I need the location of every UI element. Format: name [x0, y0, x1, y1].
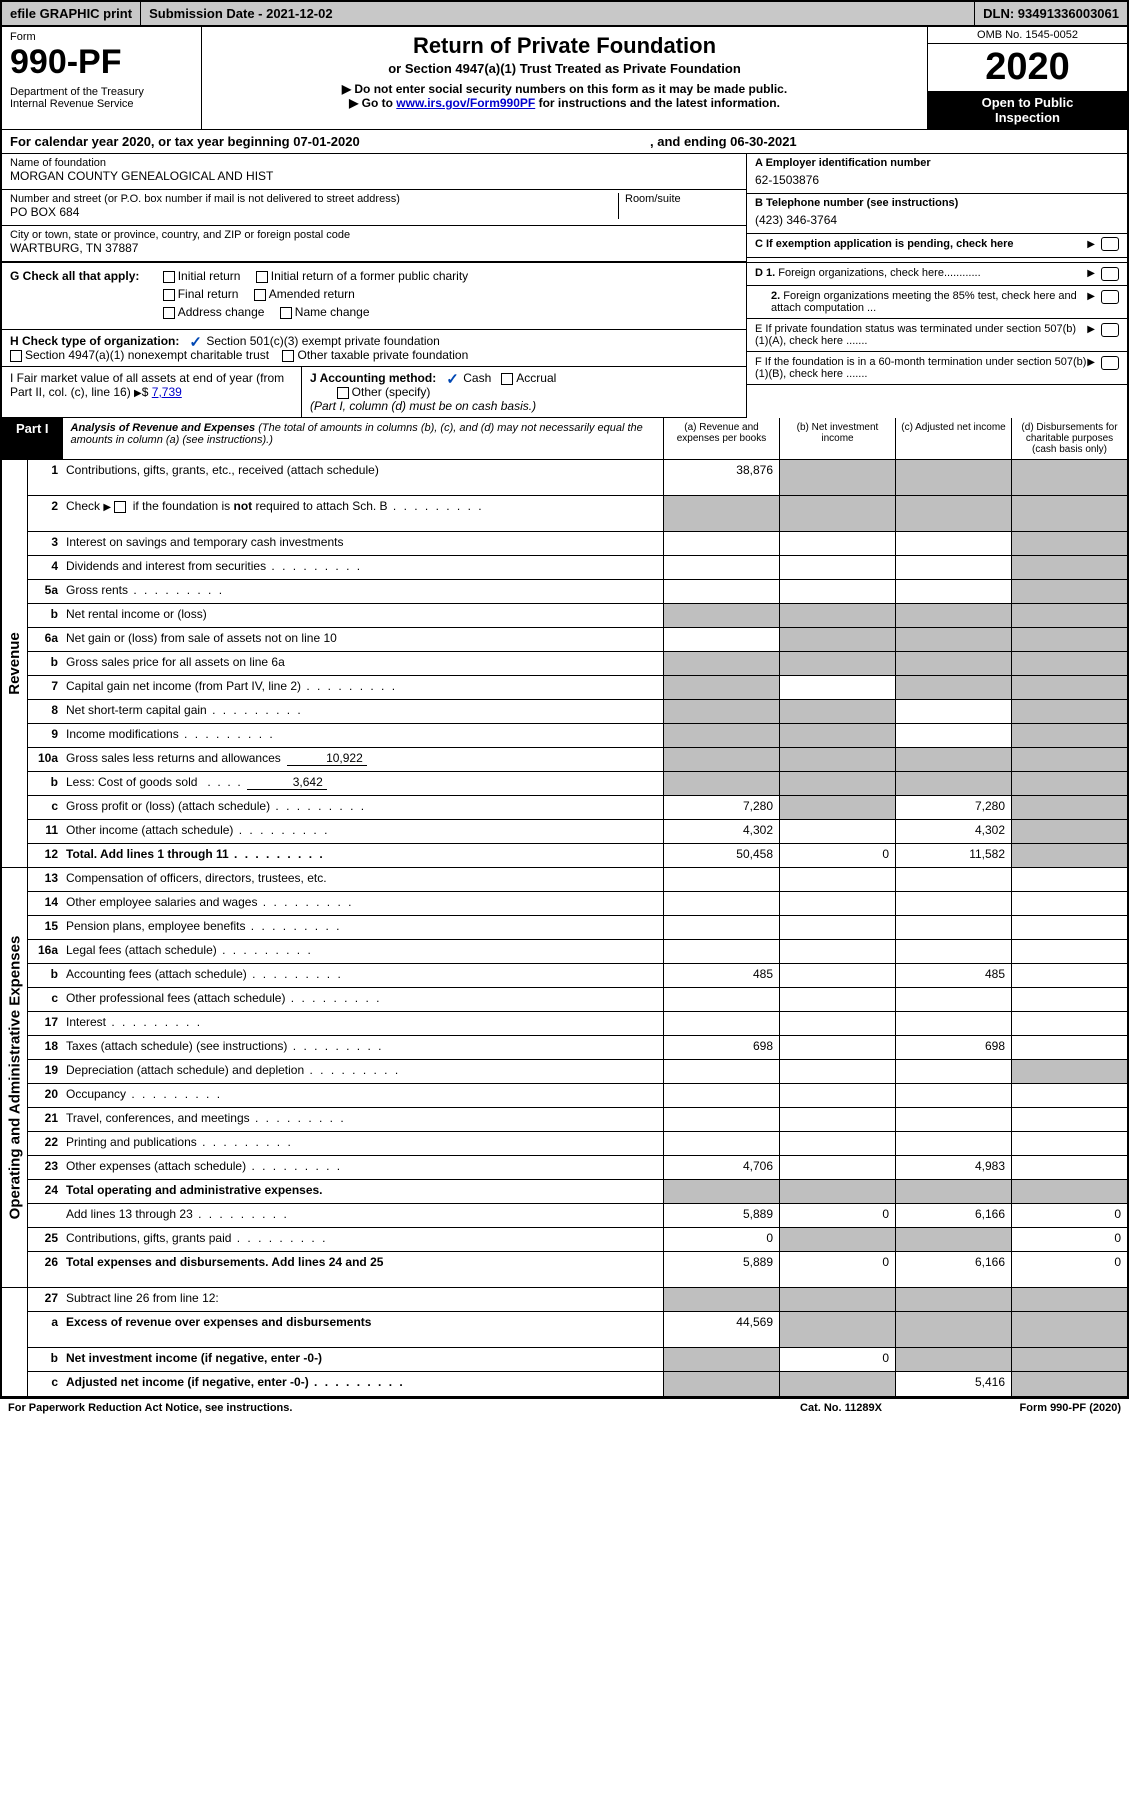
- arrow-icon: [1087, 356, 1095, 380]
- revenue-side-label: Revenue: [2, 460, 28, 868]
- form-number: 990-PF: [10, 43, 193, 82]
- f-checkbox[interactable]: [1101, 356, 1119, 370]
- h-row: H Check type of organization: Section 50…: [2, 330, 746, 367]
- j-cash-checkbox[interactable]: [446, 373, 460, 385]
- form-title: Return of Private Foundation: [210, 33, 919, 59]
- g-final-checkbox[interactable]: [163, 289, 175, 301]
- foundation-name: MORGAN COUNTY GENEALOGICAL AND HIST: [10, 169, 738, 183]
- checks-area: G Check all that apply: Initial return I…: [2, 263, 1127, 418]
- checks-right: D 1. Foreign organizations, check here..…: [747, 263, 1127, 418]
- revenue-section: Revenue 1Contributions, gifts, grants, e…: [2, 460, 1127, 868]
- form-ref: Form 990-PF (2020): [941, 1402, 1121, 1414]
- department: Department of the Treasury Internal Reve…: [10, 86, 193, 110]
- dln: DLN: 93491336003061: [975, 2, 1127, 25]
- col-b-header: (b) Net investment income: [779, 418, 895, 459]
- calendar-year-row: For calendar year 2020, or tax year begi…: [2, 130, 1127, 154]
- j-cell: J Accounting method: Cash Accrual Other …: [302, 367, 746, 417]
- g-initial-checkbox[interactable]: [163, 271, 175, 283]
- address-label: Number and street (or P.O. box number if…: [10, 193, 618, 205]
- part1-label: Part I: [2, 418, 63, 459]
- phone-label: B Telephone number (see instructions): [755, 197, 1119, 209]
- paperwork-notice: For Paperwork Reduction Act Notice, see …: [8, 1402, 741, 1414]
- checks-left: G Check all that apply: Initial return I…: [2, 263, 747, 418]
- address: PO BOX 684: [10, 205, 618, 219]
- fmv-link[interactable]: 7,739: [152, 385, 182, 399]
- h-4947-checkbox[interactable]: [10, 350, 22, 362]
- col-d-header: (d) Disbursements for charitable purpose…: [1011, 418, 1127, 459]
- arrow-icon: [1087, 267, 1095, 281]
- g-name-checkbox[interactable]: [280, 307, 292, 319]
- part1-desc: Analysis of Revenue and Expenses (The to…: [63, 418, 663, 459]
- g-row: G Check all that apply: Initial return I…: [2, 263, 746, 330]
- form-link[interactable]: www.irs.gov/Form990PF: [396, 96, 535, 110]
- form-word: Form: [10, 31, 193, 43]
- arrow-icon: [1087, 290, 1095, 314]
- h-other-checkbox[interactable]: [282, 350, 294, 362]
- name-label: Name of foundation: [10, 157, 738, 169]
- city-label: City or town, state or province, country…: [10, 229, 738, 241]
- expenses-rows: 13Compensation of officers, directors, t…: [28, 868, 1127, 1288]
- j-other-checkbox[interactable]: [337, 387, 349, 399]
- header-right: OMB No. 1545-0052 2020 Open to Public In…: [927, 27, 1127, 129]
- c-label: C If exemption application is pending, c…: [755, 238, 1087, 250]
- cat-number: Cat. No. 11289X: [741, 1402, 941, 1414]
- entity-section: Name of foundation MORGAN COUNTY GENEALO…: [2, 154, 1127, 263]
- form-header: Form 990-PF Department of the Treasury I…: [2, 27, 1127, 130]
- entity-left: Name of foundation MORGAN COUNTY GENEALO…: [2, 154, 747, 262]
- net-section: 27Subtract line 26 from line 12: aExcess…: [2, 1288, 1127, 1397]
- arrow-icon: [1087, 323, 1095, 347]
- part1-header-row: Part I Analysis of Revenue and Expenses …: [2, 418, 1127, 460]
- e-checkbox[interactable]: [1101, 323, 1119, 337]
- phone-value: (423) 346-3764: [755, 213, 1119, 227]
- arrow-icon: [1087, 238, 1095, 250]
- entity-right: A Employer identification number 62-1503…: [747, 154, 1127, 262]
- c-checkbox[interactable]: [1101, 237, 1119, 251]
- arrow-icon: [134, 385, 142, 399]
- ein-value: 62-1503876: [755, 173, 1119, 187]
- g-address-checkbox[interactable]: [163, 307, 175, 319]
- g-amended-checkbox[interactable]: [254, 289, 266, 301]
- ein-label: A Employer identification number: [755, 157, 1119, 169]
- h-501c3-checkbox[interactable]: [189, 336, 203, 348]
- j-accrual-checkbox[interactable]: [501, 373, 513, 385]
- link-note: ▶ Go to www.irs.gov/Form990PF for instru…: [210, 96, 919, 110]
- omb-number: OMB No. 1545-0052: [928, 27, 1127, 44]
- header-left: Form 990-PF Department of the Treasury I…: [2, 27, 202, 129]
- open-inspection: Open to Public Inspection: [928, 91, 1127, 129]
- form-subtitle: or Section 4947(a)(1) Trust Treated as P…: [210, 61, 919, 76]
- i-cell: I Fair market value of all assets at end…: [2, 367, 302, 417]
- submission-date: Submission Date - 2021-12-02: [141, 2, 975, 25]
- room-label: Room/suite: [625, 193, 738, 205]
- expenses-side-label: Operating and Administrative Expenses: [2, 868, 28, 1288]
- tax-year: 2020: [928, 44, 1127, 91]
- g-initial-former-checkbox[interactable]: [256, 271, 268, 283]
- form-container: efile GRAPHIC print Submission Date - 20…: [0, 0, 1129, 1399]
- ssn-note: ▶ Do not enter social security numbers o…: [210, 82, 919, 96]
- d2-checkbox[interactable]: [1101, 290, 1119, 304]
- efile-label[interactable]: efile GRAPHIC print: [2, 2, 141, 25]
- footer: For Paperwork Reduction Act Notice, see …: [0, 1399, 1129, 1417]
- header-mid: Return of Private Foundation or Section …: [202, 27, 927, 129]
- revenue-rows: 1Contributions, gifts, grants, etc., rec…: [28, 460, 1127, 868]
- city-state-zip: WARTBURG, TN 37887: [10, 241, 738, 255]
- col-a-header: (a) Revenue and expenses per books: [663, 418, 779, 459]
- col-c-header: (c) Adjusted net income: [895, 418, 1011, 459]
- topbar: efile GRAPHIC print Submission Date - 20…: [2, 2, 1127, 27]
- expenses-section: Operating and Administrative Expenses 13…: [2, 868, 1127, 1288]
- d1-checkbox[interactable]: [1101, 267, 1119, 281]
- ij-row: I Fair market value of all assets at end…: [2, 367, 746, 418]
- schb-checkbox[interactable]: [114, 501, 126, 513]
